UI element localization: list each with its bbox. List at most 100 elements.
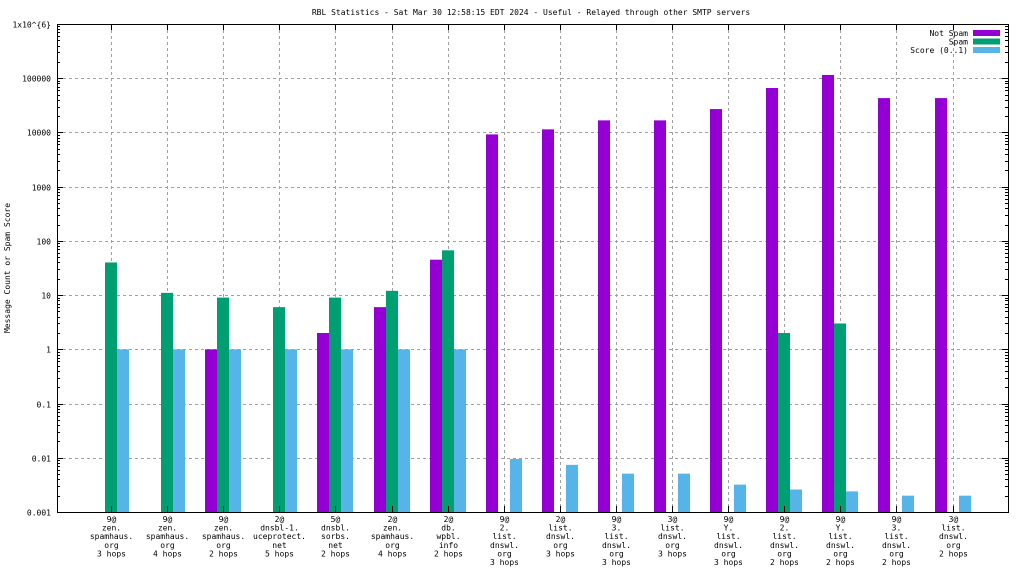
x-tick-label: org	[889, 549, 904, 558]
bar-score-0-1	[790, 489, 802, 512]
x-tick-label: zen.	[383, 524, 402, 533]
x-tick-label: dnswl.	[826, 541, 855, 550]
x-tick-label: org	[104, 541, 119, 550]
x-tick-label: dnswl.	[770, 541, 799, 550]
bar-score-0-1	[622, 473, 634, 512]
x-tick-label: 3 hops	[490, 558, 519, 567]
x-tick-label: 3.	[612, 524, 622, 533]
x-tick-label: org	[777, 549, 792, 558]
x-tick-label: list.	[828, 532, 852, 541]
x-tick-label: 9@	[163, 515, 173, 524]
x-tick-label: 3 hops	[602, 558, 631, 567]
x-tick-label: 2@	[444, 515, 454, 524]
x-tick-label: org	[665, 541, 680, 550]
bar-not-spam	[542, 129, 554, 512]
bar-spam	[386, 290, 398, 512]
x-tick-label: org	[553, 541, 568, 550]
x-tick-label: spamhaus.	[90, 532, 133, 541]
x-tick-label: Y.	[836, 524, 846, 533]
chart-title: RBL Statistics - Sat Mar 30 12:58:15 EDT…	[312, 8, 750, 17]
bar-spam	[217, 297, 229, 512]
bar-not-spam	[766, 88, 778, 512]
x-tick-label: 3 hops	[714, 558, 743, 567]
x-tick-label: dnswl.	[939, 532, 968, 541]
x-tick-label: 2.	[780, 524, 790, 533]
x-tick-label: sorbs.	[321, 532, 350, 541]
x-tick-label: 9@	[724, 515, 734, 524]
x-tick-label: dnswl.	[602, 541, 631, 550]
x-tick-label: 4 hops	[378, 549, 407, 558]
x-tick-label: wpbl.	[436, 532, 460, 541]
bar-score-0-1	[566, 464, 578, 512]
x-tick-label: spamhaus.	[202, 532, 245, 541]
y-tick-label: 0.01	[32, 455, 51, 464]
x-tick-label: zen.	[158, 524, 177, 533]
x-tick-label: org	[216, 541, 231, 550]
y-axis-label: Message Count or Spam Score	[3, 203, 12, 333]
x-tick-label: 2@	[556, 515, 566, 524]
x-tick-label: list.	[716, 532, 740, 541]
y-tick-label: 0.001	[27, 509, 51, 518]
bar-score-0-1	[117, 349, 129, 512]
y-tick-label: 100	[37, 238, 52, 247]
x-tick-label: db.	[441, 524, 455, 533]
x-tick-label: 9@	[500, 515, 510, 524]
x-tick-label: org	[160, 541, 175, 550]
x-tick-label: 9@	[219, 515, 229, 524]
x-tick-label: 2.	[500, 524, 510, 533]
bar-not-spam	[654, 120, 666, 513]
x-tick-label: dnswl.	[882, 541, 911, 550]
x-tick-label: list.	[941, 524, 965, 533]
y-tick-label: 10000	[27, 129, 51, 138]
x-tick-label: 2 hops	[209, 549, 238, 558]
x-tick-label: 2 hops	[770, 558, 799, 567]
bar-not-spam	[317, 333, 329, 512]
x-tick-label: info	[439, 541, 458, 550]
x-tick-label: spamhaus.	[371, 532, 414, 541]
x-tick-label: net	[328, 541, 343, 550]
x-tick-label: zen.	[214, 524, 233, 533]
bar-score-0-1	[846, 491, 858, 512]
legend-label: Score (0..1)	[910, 46, 968, 55]
x-tick-label: 9@	[612, 515, 622, 524]
x-tick-label: dnswl.	[714, 541, 743, 550]
plot-border	[57, 24, 1009, 513]
y-axis-ticks: 1x10^{6} 100000 10000 1000 100 10 1 0.1 0.01 0.00…	[12, 21, 1008, 518]
bar-score-0-1	[959, 495, 971, 512]
legend-swatch	[973, 47, 1000, 53]
x-tick-label: list.	[548, 524, 572, 533]
legend-swatch	[973, 38, 1000, 45]
x-tick-label: 5@	[331, 515, 341, 524]
bar-spam	[442, 250, 454, 512]
x-tick-label: 2 hops	[826, 558, 855, 567]
bar-spam	[273, 307, 285, 512]
x-tick-label: 2 hops	[939, 549, 968, 558]
bar-not-spam	[598, 120, 610, 513]
bar-score-0-1	[173, 349, 185, 512]
y-tick-label: 0.1	[37, 401, 52, 410]
bar-spam	[161, 292, 173, 512]
x-tick-label: 9@	[780, 515, 790, 524]
plot-frame	[57, 24, 1009, 513]
bar-not-spam	[430, 259, 442, 512]
x-tick-label: org	[497, 549, 512, 558]
bar-not-spam	[822, 74, 834, 512]
x-tick-label: dnswl.	[658, 532, 687, 541]
bar-not-spam	[374, 307, 386, 512]
bar-score-0-1	[454, 349, 466, 512]
x-tick-label: 2 hops	[434, 549, 463, 558]
bars	[105, 74, 971, 513]
bar-spam	[778, 333, 790, 512]
x-tick-label: org	[946, 541, 961, 550]
x-tick-label: zen.	[102, 524, 121, 533]
x-tick-label: 3.	[892, 524, 902, 533]
x-tick-label: dnswl.	[546, 532, 575, 541]
x-tick-label: org	[609, 549, 624, 558]
x-tick-label: org	[385, 541, 400, 550]
x-tick-label: dnsbl.	[321, 524, 350, 533]
y-tick-label: 1x10^{6}	[12, 21, 51, 30]
x-tick-label: org	[721, 549, 736, 558]
y-tick-label: 100000	[22, 75, 51, 84]
x-tick-label: 2@	[275, 515, 285, 524]
